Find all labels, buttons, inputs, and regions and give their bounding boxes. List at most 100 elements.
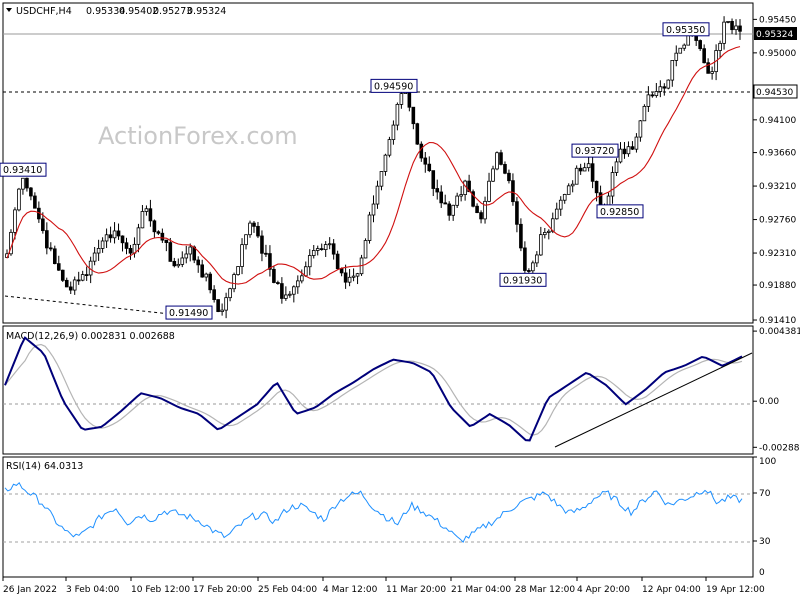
price-annotation-label: 0.92850 bbox=[600, 207, 639, 218]
candle bbox=[443, 194, 448, 205]
candle bbox=[610, 166, 615, 204]
candle bbox=[590, 157, 595, 189]
candle bbox=[662, 83, 667, 96]
candle bbox=[100, 237, 105, 253]
candle bbox=[56, 255, 61, 271]
ohlc-close: 0.95324 bbox=[187, 6, 226, 17]
candle bbox=[666, 79, 671, 90]
candle bbox=[682, 43, 687, 51]
candle bbox=[658, 80, 663, 98]
candle bbox=[698, 39, 702, 51]
candle bbox=[60, 269, 65, 283]
candle bbox=[574, 165, 579, 185]
time-tick-label: 28 Mar 12:00 bbox=[515, 585, 575, 595]
candle bbox=[678, 47, 683, 54]
candle bbox=[499, 149, 503, 166]
lower-trendline bbox=[4, 295, 171, 315]
price-annotations: 0.93410 0.91490 0.94590 0.91930 0.93720 0.928… bbox=[0, 22, 710, 320]
candle bbox=[335, 250, 340, 270]
candle bbox=[323, 241, 328, 257]
price-annotation: 0.93720 bbox=[571, 143, 619, 158]
candle bbox=[41, 212, 45, 234]
candle bbox=[21, 177, 25, 195]
candle bbox=[13, 207, 17, 240]
candle bbox=[495, 151, 499, 171]
candle bbox=[622, 142, 627, 159]
candle bbox=[566, 183, 571, 195]
rsi-tick-label: 0 bbox=[759, 568, 765, 578]
candle bbox=[52, 245, 57, 265]
candle bbox=[216, 299, 220, 313]
candle bbox=[228, 287, 232, 302]
candle bbox=[112, 222, 117, 244]
candle bbox=[148, 199, 153, 227]
candle bbox=[220, 303, 224, 316]
candle bbox=[479, 210, 483, 224]
candle bbox=[64, 277, 69, 288]
candle bbox=[96, 239, 101, 261]
price-tick-label: 0.91880 bbox=[759, 281, 796, 291]
candle bbox=[427, 156, 432, 173]
candle bbox=[236, 266, 240, 276]
candle bbox=[49, 242, 53, 252]
time-tick-label: 3 Feb 04:00 bbox=[66, 585, 120, 595]
candle bbox=[379, 170, 384, 191]
price-annotation: 0.92850 bbox=[596, 204, 644, 219]
price-tick-label: 0.91410 bbox=[759, 316, 796, 326]
candle bbox=[706, 58, 710, 74]
candle bbox=[546, 229, 551, 240]
candle bbox=[702, 44, 706, 64]
ohlc-low: 0.95273 bbox=[153, 6, 192, 17]
candle bbox=[319, 243, 324, 251]
ohlc-high: 0.95402 bbox=[119, 6, 158, 17]
candle bbox=[196, 256, 201, 273]
time-tick-label: 4 Mar 12:00 bbox=[323, 585, 378, 595]
candle bbox=[315, 245, 320, 256]
candle bbox=[120, 235, 125, 252]
price-annotation-label: 0.91490 bbox=[169, 308, 208, 319]
candle bbox=[367, 211, 372, 244]
time-tick-label: 4 Apr 20:00 bbox=[577, 585, 630, 595]
candle bbox=[331, 239, 336, 260]
rsi-panel-frame bbox=[2, 456, 754, 578]
price-annotation-label: 0.91930 bbox=[503, 275, 542, 286]
candle bbox=[507, 169, 511, 184]
candle bbox=[483, 196, 487, 224]
candle bbox=[423, 151, 428, 173]
candle bbox=[76, 271, 81, 285]
macd-line bbox=[4, 336, 743, 442]
candle bbox=[248, 220, 252, 238]
candle bbox=[116, 223, 121, 240]
candle bbox=[184, 245, 189, 264]
time-tick-label: 25 Feb 04:00 bbox=[258, 585, 317, 595]
rsi-tick-label: 100 bbox=[759, 457, 776, 467]
rsi-tick-label: 70 bbox=[759, 489, 771, 499]
price-tick-label: 0.93660 bbox=[759, 149, 796, 159]
candle bbox=[29, 187, 33, 201]
candle bbox=[343, 264, 348, 289]
candle bbox=[519, 218, 523, 252]
price-panel: ActionForex.com USDCHF,H4 0.95334 0.9540… bbox=[0, 2, 798, 326]
candle bbox=[347, 269, 352, 287]
candle bbox=[268, 245, 272, 277]
time-tick-label: 10 Feb 12:00 bbox=[131, 585, 190, 595]
candle bbox=[168, 237, 173, 262]
candle bbox=[264, 244, 268, 257]
candle bbox=[244, 234, 248, 250]
candle bbox=[730, 18, 734, 35]
candle bbox=[674, 45, 679, 67]
rsi-axis: 100 70 30 0 bbox=[753, 456, 776, 578]
candle bbox=[172, 257, 177, 268]
candle bbox=[634, 133, 639, 153]
candle bbox=[152, 219, 157, 238]
candle bbox=[570, 180, 575, 193]
candle bbox=[539, 226, 543, 256]
candle bbox=[232, 272, 236, 293]
candle bbox=[136, 223, 141, 253]
candle bbox=[626, 141, 631, 157]
candle bbox=[124, 237, 129, 255]
time-axis: 26 Jan 2022 3 Feb 04:00 10 Feb 12:00 17 Feb… bbox=[2, 577, 765, 595]
candle bbox=[654, 83, 659, 98]
candle bbox=[726, 20, 730, 24]
